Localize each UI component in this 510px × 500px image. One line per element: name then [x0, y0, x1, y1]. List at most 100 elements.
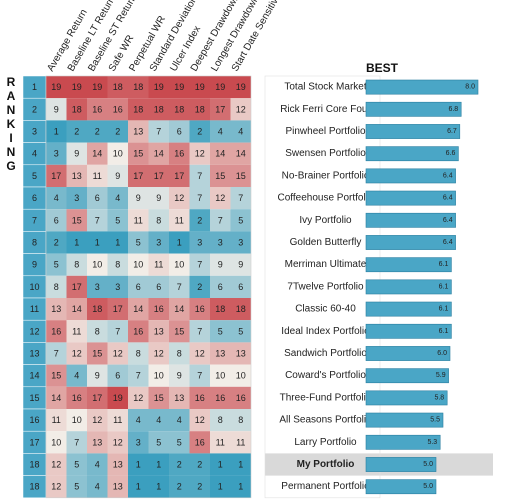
cell-value: 7 — [156, 127, 161, 137]
cell-value: 5 — [238, 215, 243, 225]
portfolio-name: Merriman Ultimate — [285, 259, 367, 270]
heatmap-cell — [46, 187, 67, 210]
cell-value: 4 — [54, 193, 59, 203]
portfolio-name: Permanent Portfolio — [281, 481, 370, 492]
cell-value: 7 — [95, 215, 100, 225]
heatmap-cell — [210, 231, 231, 254]
portfolio-name: My Portfolio — [297, 459, 355, 470]
heatmap-cell — [189, 164, 210, 187]
heatmap-cell — [87, 187, 108, 210]
rank-label: 16 — [29, 415, 39, 425]
heatmap-cell — [107, 231, 128, 254]
best-bar — [365, 257, 452, 273]
cell-value: 2 — [54, 238, 59, 248]
cell-value: 13 — [154, 326, 164, 336]
best-bar-label: 6.1 — [439, 328, 449, 335]
cell-value: 15 — [174, 326, 184, 336]
cell-value: 9 — [115, 171, 120, 181]
cell-value: 10 — [215, 371, 225, 381]
heatmap-cell — [210, 453, 231, 476]
cell-value: 3 — [238, 238, 243, 248]
heatmap-cell — [169, 231, 190, 254]
heatmap-cell — [169, 76, 190, 99]
cell-value: 13 — [113, 460, 123, 470]
cell-value: 1 — [238, 460, 243, 470]
heatmap-cell — [148, 275, 169, 298]
portfolio-name: All Seasons Portfolio — [279, 415, 372, 426]
heatmap-cell — [210, 320, 231, 343]
heatmap-cell — [210, 342, 231, 365]
heatmap-cell — [148, 364, 169, 387]
best-bar — [365, 323, 452, 339]
heatmap-cell — [87, 342, 108, 365]
cell-value: 12 — [154, 349, 164, 359]
cell-value: 19 — [92, 82, 102, 92]
heatmap-cell — [66, 453, 87, 476]
heatmap-cell — [189, 475, 210, 498]
cell-value: 4 — [238, 127, 243, 137]
cell-value: 15 — [133, 149, 143, 159]
heatmap-cell — [148, 231, 169, 254]
ranking-letter: R — [7, 75, 16, 89]
heatmap-cell — [210, 142, 231, 165]
cell-value: 17 — [51, 171, 61, 181]
cell-value: 11 — [52, 415, 61, 425]
heatmap-cell — [148, 253, 169, 276]
rank-label: 3 — [32, 127, 37, 137]
cell-value: 16 — [236, 393, 246, 403]
cell-value: 2 — [177, 460, 182, 470]
cell-value: 12 — [113, 437, 123, 447]
best-bar-label: 5.0 — [423, 483, 433, 490]
cell-value: 15 — [154, 393, 164, 403]
cell-value: 11 — [113, 415, 122, 425]
heatmap-cell — [189, 98, 210, 121]
heatmap-cell — [230, 209, 251, 232]
cell-value: 3 — [218, 238, 223, 248]
rank-label: 12 — [29, 326, 39, 336]
heatmap-cell — [66, 298, 87, 321]
cell-value: 18 — [72, 104, 82, 114]
heatmap-cell — [230, 253, 251, 276]
heatmap-cell — [128, 253, 149, 276]
cell-value: 14 — [133, 304, 143, 314]
heatmap-cell — [107, 320, 128, 343]
cell-value: 4 — [95, 482, 100, 492]
heatmap-cell — [169, 120, 190, 143]
heatmap-cell — [66, 164, 87, 187]
cell-value: 12 — [195, 349, 205, 359]
cell-value: 17 — [72, 282, 82, 292]
heatmap-cell — [66, 475, 87, 498]
cell-value: 18 — [195, 104, 205, 114]
rank-label: 10 — [29, 282, 39, 292]
cell-value: 11 — [216, 437, 225, 447]
heatmap-cell — [169, 98, 190, 121]
cell-value: 9 — [177, 371, 182, 381]
heatmap-cell — [148, 142, 169, 165]
heatmap-cell — [66, 386, 87, 409]
portfolio-name: Larry Portfolio — [294, 437, 357, 448]
heatmap-cell — [189, 431, 210, 454]
portfolio-name: Three-Fund Portfolio — [280, 392, 372, 403]
heatmap-cell — [87, 164, 108, 187]
heatmap-cell — [46, 320, 67, 343]
cell-value: 13 — [174, 393, 184, 403]
heatmap-cell — [107, 98, 128, 121]
rank-label: 13 — [29, 349, 39, 359]
heatmap-cell — [87, 98, 108, 121]
cell-value: 14 — [51, 393, 61, 403]
cell-value: 18 — [92, 304, 102, 314]
heatmap-cell — [230, 98, 251, 121]
cell-value: 16 — [174, 149, 184, 159]
heatmap-cell — [107, 164, 128, 187]
cell-value: 7 — [54, 349, 59, 359]
heatmap-cell — [210, 431, 231, 454]
best-bar — [365, 235, 456, 250]
heatmap-cell — [107, 475, 128, 498]
heatmap-cell — [87, 431, 108, 454]
cell-value: 16 — [215, 393, 225, 403]
cell-value: 14 — [174, 304, 184, 314]
cell-value: 12 — [92, 415, 102, 425]
